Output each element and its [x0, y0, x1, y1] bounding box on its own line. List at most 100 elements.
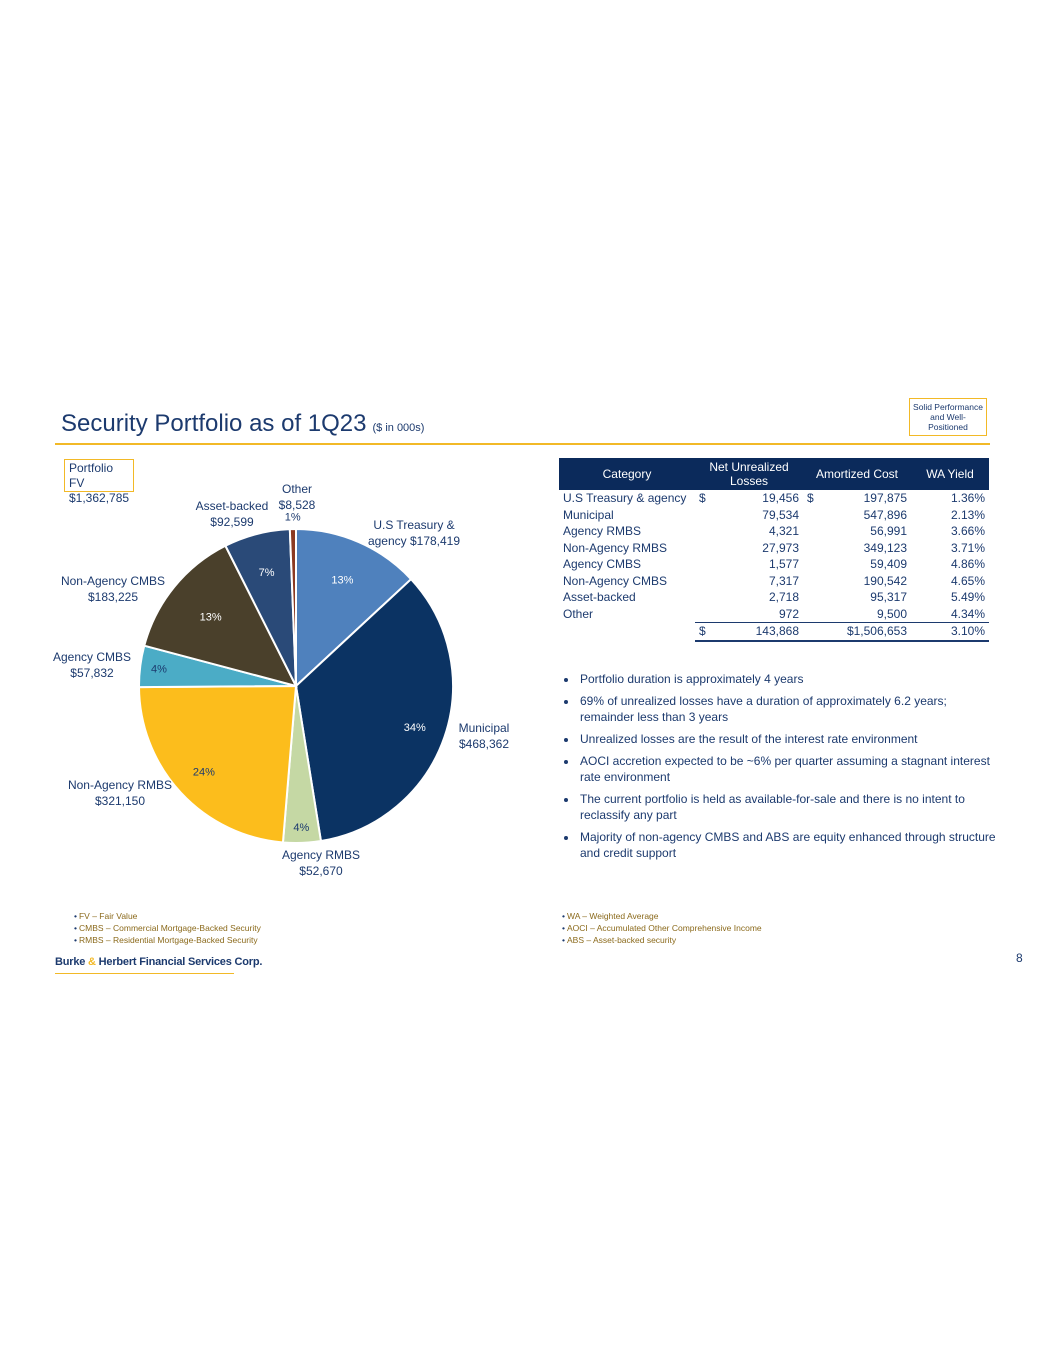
footnote-item: FV – Fair Value	[74, 910, 261, 922]
header-category: Category	[559, 458, 695, 490]
row-cost-currency	[803, 556, 821, 573]
pie-category-label: Other $8,528	[279, 482, 316, 512]
pie-category-label-line: $321,150	[95, 794, 145, 808]
row-category: Other	[559, 606, 695, 623]
pie-pct-label: 4%	[293, 822, 309, 834]
logo-text-herbert: Herbert Financial Services Corp.	[96, 956, 262, 968]
row-amortized-cost: 547,896	[821, 507, 911, 524]
title-units: ($ in 000s)	[372, 422, 424, 434]
row-net-unrealized-losses: 2,718	[713, 589, 803, 606]
bullet-item: Unrealized losses are the result of the …	[578, 731, 998, 747]
row-cost-currency	[803, 507, 821, 524]
footnote-item: AOCI – Accumulated Other Comprehensive I…	[562, 922, 762, 934]
pie-pct-label: 34%	[404, 722, 426, 734]
bullet-item: 69% of unrealized losses have a duration…	[578, 693, 998, 725]
table-total-row: $143,868 $1,506,653 3.10%	[559, 623, 989, 641]
logo-underline	[55, 973, 234, 974]
row-losses-currency	[695, 507, 713, 524]
row-category: Asset-backed	[559, 589, 695, 606]
row-net-unrealized-losses: 1,577	[713, 556, 803, 573]
pie-category-label-line: Non-Agency CMBS	[61, 574, 165, 588]
pie-pct-label: 1%	[285, 511, 301, 523]
row-cost-currency	[803, 540, 821, 557]
pie-category-label-line: $183,225	[88, 590, 138, 604]
row-net-unrealized-losses: 972	[713, 606, 803, 623]
row-cost-currency	[803, 589, 821, 606]
row-cost-currency	[803, 523, 821, 540]
row-amortized-cost: 197,875	[821, 490, 911, 507]
pie-category-label-line: agency $178,419	[368, 534, 460, 548]
company-logo: Burke & Herbert Financial Services Corp.	[55, 956, 262, 968]
row-wa-yield: 2.13%	[911, 507, 989, 524]
row-amortized-cost: 56,991	[821, 523, 911, 540]
table-row: Non-Agency CMBS 7,317 190,542 4.65%	[559, 573, 989, 590]
pie-pct-label: 13%	[200, 612, 222, 624]
total-net-unrealized-losses: 143,868	[713, 623, 803, 641]
pie-category-label: Non-Agency CMBS $183,225	[61, 574, 165, 604]
pie-category-label-line: Asset-backed	[196, 499, 269, 513]
row-losses-currency	[695, 573, 713, 590]
table-row: Other 972 9,500 4.34%	[559, 606, 989, 623]
row-amortized-cost: 95,317	[821, 589, 911, 606]
pie-pct-label: 13%	[331, 575, 353, 587]
title-divider	[55, 443, 990, 445]
header-net-unrealized-losses: Net Unrealized Losses	[695, 458, 803, 490]
pie-category-label-line: $468,362	[459, 737, 509, 751]
portfolio-pie-chart: 13% U.S Treasury & agency $178,419 34% Munic…	[0, 450, 540, 890]
table-row: Agency CMBS 1,577 59,409 4.86%	[559, 556, 989, 573]
row-wa-yield: 3.71%	[911, 540, 989, 557]
row-net-unrealized-losses: 7,317	[713, 573, 803, 590]
pie-category-label-line: U.S Treasury &	[373, 518, 454, 532]
pie-category-label: Asset-backed $92,599	[196, 499, 269, 529]
table-row: Agency RMBS 4,321 56,991 3.66%	[559, 523, 989, 540]
row-category: U.S Treasury & agency	[559, 490, 695, 507]
row-losses-currency: $	[695, 490, 713, 507]
row-wa-yield: 5.49%	[911, 589, 989, 606]
pie-category-label-line: $52,670	[299, 864, 343, 878]
total-wa-yield: 3.10%	[911, 623, 989, 641]
total-category-blank	[559, 623, 695, 641]
row-cost-currency: $	[803, 490, 821, 507]
table-row: Municipal 79,534 547,896 2.13%	[559, 507, 989, 524]
pie-category-label-line: Agency RMBS	[282, 848, 360, 862]
footnotes-left: FV – Fair ValueCMBS – Commercial Mortgag…	[74, 910, 261, 946]
pie-category-label-line: Agency CMBS	[53, 650, 131, 664]
row-category: Municipal	[559, 507, 695, 524]
pie-slice-non-agency-rmbs	[139, 686, 296, 842]
portfolio-table: Category Net Unrealized Losses Amortized…	[559, 458, 989, 642]
row-amortized-cost: 59,409	[821, 556, 911, 573]
pie-category-label: U.S Treasury & agency $178,419	[368, 518, 460, 548]
bullet-item: The current portfolio is held as availab…	[578, 791, 998, 823]
pie-category-label-line: Non-Agency RMBS	[68, 778, 172, 792]
page-title: Security Portfolio as of 1Q23 ($ in 000s)	[61, 410, 424, 438]
footnote-item: RMBS – Residential Mortgage-Backed Secur…	[74, 934, 261, 946]
pie-svg: 13% U.S Treasury & agency $178,419 34% Munic…	[0, 450, 540, 890]
row-net-unrealized-losses: 27,973	[713, 540, 803, 557]
total-amortized-cost: $1,506,653	[803, 623, 911, 641]
footnote-item: CMBS – Commercial Mortgage-Backed Securi…	[74, 922, 261, 934]
title-text: Security Portfolio as of 1Q23	[61, 410, 366, 437]
pie-category-label: Agency RMBS $52,670	[282, 848, 360, 878]
table-row: U.S Treasury & agency $19,456 $197,875 1.36…	[559, 490, 989, 507]
row-category: Non-Agency RMBS	[559, 540, 695, 557]
row-net-unrealized-losses: 79,534	[713, 507, 803, 524]
footnote-item: ABS – Asset-backed security	[562, 934, 762, 946]
header-wa-yield: WA Yield	[911, 458, 989, 490]
logo-ampersand: &	[88, 956, 96, 968]
footnote-item: WA – Weighted Average	[562, 910, 762, 922]
row-amortized-cost: 190,542	[821, 573, 911, 590]
row-losses-currency	[695, 589, 713, 606]
row-wa-yield: 4.86%	[911, 556, 989, 573]
pie-category-label: Municipal $468,362	[459, 721, 510, 751]
table-header-row: Category Net Unrealized Losses Amortized…	[559, 458, 989, 490]
row-category: Agency CMBS	[559, 556, 695, 573]
row-net-unrealized-losses: 4,321	[713, 523, 803, 540]
row-cost-currency	[803, 573, 821, 590]
pie-pct-label: 24%	[193, 766, 215, 778]
row-net-unrealized-losses: 19,456	[713, 490, 803, 507]
bullet-item: Majority of non-agency CMBS and ABS are …	[578, 829, 998, 861]
row-wa-yield: 3.66%	[911, 523, 989, 540]
bullet-item: AOCI accretion expected to be ~6% per qu…	[578, 753, 998, 785]
bullet-item: Portfolio duration is approximately 4 ye…	[578, 671, 998, 687]
footnotes-right: WA – Weighted AverageAOCI – Accumulated …	[562, 910, 762, 946]
